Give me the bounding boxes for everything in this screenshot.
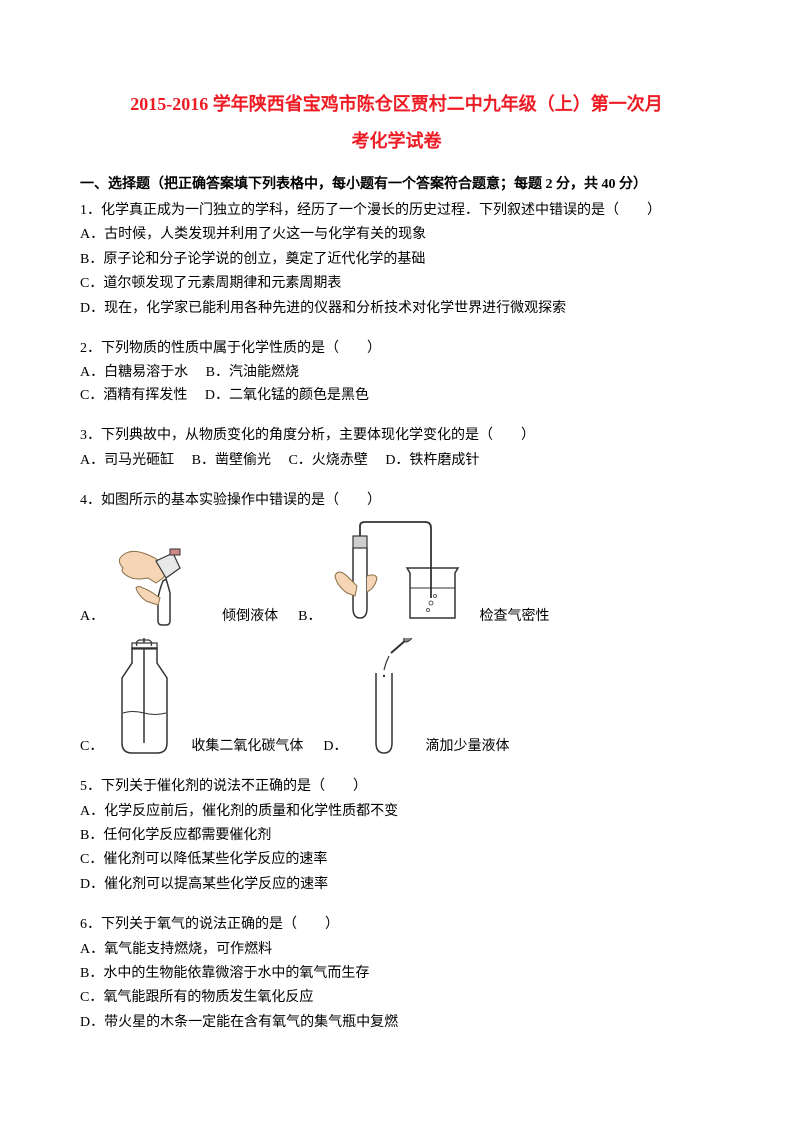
q4-option-b-pre: B．	[298, 606, 321, 628]
question-1-option-a: A．古时候，人类发现并利用了火这一与化学有关的现象	[80, 224, 713, 246]
question-6-option-a: A．氧气能支持燃烧，可作燃料	[80, 939, 713, 961]
question-6-option-b: B．水中的生物能依靠微溶于水中的氧气而生存	[80, 963, 713, 985]
question-3-text: 3．下列典故中，从物质变化的角度分析，主要体现化学变化的是（ ）	[80, 425, 713, 447]
question-1-text: 1．化学真正成为一门独立的学科，经历了一个漫长的历史过程．下列叙述中错误的是（ …	[80, 200, 713, 222]
question-3-option-c: C．火烧赤壁	[288, 453, 367, 468]
question-5-option-a: A．化学反应前后，催化剂的质量和化学性质都不变	[80, 801, 713, 823]
question-5-option-c: C．催化剂可以降低某些化学反应的速率	[80, 849, 713, 871]
question-3-option-b: B．凿壁偷光	[192, 453, 271, 468]
section-header: 一、选择题（把正确答案填下列表格中，每小题有一个答案符合题意；每题 2 分，共 …	[80, 174, 713, 196]
question-2-option-b: B．汽油能燃烧	[206, 365, 299, 380]
q4-option-b-post: 检查气密性	[479, 606, 549, 628]
exam-title-line1: 2015-2016 学年陕西省宝鸡市陈仓区贾村二中九年级（上）第一次月	[80, 90, 713, 119]
q4-option-c-post: 收集二氧化碳气体	[191, 736, 303, 758]
q4-option-a-pre: A．	[80, 606, 104, 628]
question-2: 2．下列物质的性质中属于化学性质的是（ ） A．白糖易溶于水 B．汽油能燃烧 C…	[80, 338, 713, 407]
question-5: 5．下列关于催化剂的说法不正确的是（ ） A．化学反应前后，催化剂的质量和化学性…	[80, 776, 713, 896]
question-2-option-a: A．白糖易溶于水	[80, 365, 188, 380]
question-6-option-c: C．氧气能跟所有的物质发生氧化反应	[80, 987, 713, 1009]
q4-option-d-post: 滴加少量液体	[425, 736, 509, 758]
question-4-row2: C． 收集二氧化碳气体	[80, 638, 713, 758]
question-6-text: 6．下列关于氧气的说法正确的是（ ）	[80, 914, 713, 936]
q4-option-c-pre: C．	[80, 736, 103, 758]
question-1-option-c: C．道尔顿发现了元素周期律和元素周期表	[80, 273, 713, 295]
diagram-pour-liquid	[108, 533, 218, 628]
question-2-text: 2．下列物质的性质中属于化学性质的是（ ）	[80, 338, 713, 360]
question-1-option-b: B．原子论和分子论学说的创立，奠定了近代化学的基础	[80, 249, 713, 271]
question-3-option-d: D．铁杵磨成针	[385, 453, 479, 468]
question-1-option-d: D．现在，化学家已能利用各种先进的仪器和分析技术对化学世界进行微观探索	[80, 298, 713, 320]
question-6-option-d: D．带火星的木条一定能在含有氧气的集气瓶中复燃	[80, 1012, 713, 1034]
question-2-option-c: C．酒精有挥发性	[80, 388, 187, 403]
question-5-text: 5．下列关于催化剂的说法不正确的是（ ）	[80, 776, 713, 798]
exam-title-line2: 考化学试卷	[80, 127, 713, 156]
question-5-option-b: B．任何化学反应都需要催化剂	[80, 825, 713, 847]
question-4-row1: A． 倾倒液体 B．	[80, 518, 713, 628]
question-5-option-d: D．催化剂可以提高某些化学反应的速率	[80, 874, 713, 896]
question-2-option-d: D．二氧化锰的颜色是黑色	[205, 388, 369, 403]
diagram-dropper	[351, 638, 421, 758]
q4-option-d-pre: D．	[323, 736, 347, 758]
q4-option-a-post: 倾倒液体	[222, 606, 278, 628]
question-6: 6．下列关于氧气的说法正确的是（ ） A．氧气能支持燃烧，可作燃料 B．水中的生…	[80, 914, 713, 1034]
question-4-text: 4．如图所示的基本实验操作中错误的是（ ）	[80, 490, 713, 512]
diagram-airtightness	[325, 518, 475, 628]
question-1: 1．化学真正成为一门独立的学科，经历了一个漫长的历史过程．下列叙述中错误的是（ …	[80, 200, 713, 320]
question-3-option-a: A．司马光砸缸	[80, 453, 174, 468]
diagram-collect-co2	[107, 638, 187, 758]
question-4: 4．如图所示的基本实验操作中错误的是（ ） A． 倾倒液体	[80, 490, 713, 758]
question-3: 3．下列典故中，从物质变化的角度分析，主要体现化学变化的是（ ） A．司马光砸缸…	[80, 425, 713, 472]
